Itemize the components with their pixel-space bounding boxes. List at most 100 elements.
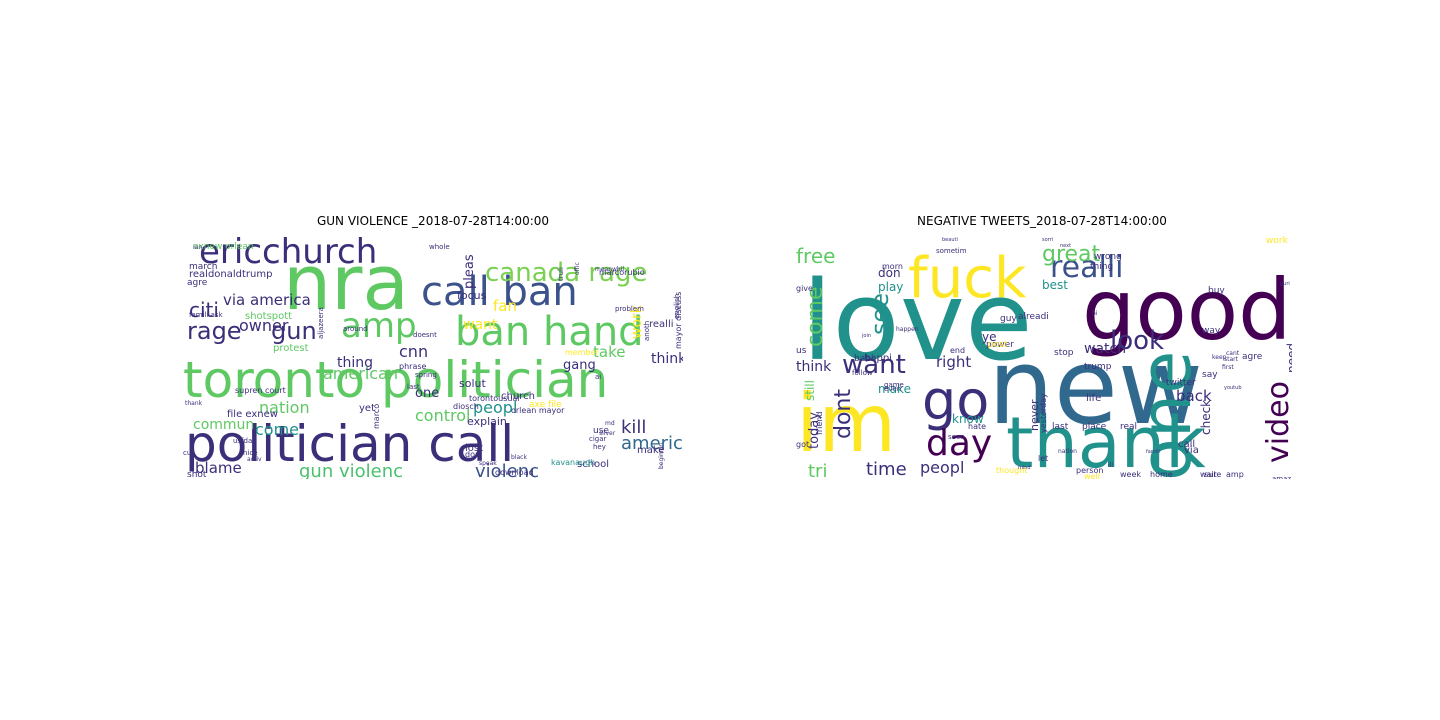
cloud-word: dont <box>831 389 856 439</box>
cloud-word: amp <box>341 306 417 346</box>
cloud-word: think <box>796 359 832 375</box>
cloud-word: beauti <box>942 237 958 243</box>
cloud-word: cnn <box>399 342 428 361</box>
cloud-word: next <box>1060 243 1071 249</box>
cloud-word: phrase <box>399 362 427 371</box>
cloud-word: twitter <box>1166 378 1196 388</box>
cloud-word: member <box>565 348 600 357</box>
cloud-word: blame <box>195 459 242 477</box>
cloud-word: diosch <box>453 402 479 411</box>
cloud-word: guri <box>1280 281 1290 287</box>
cloud-word: solut <box>459 377 486 390</box>
cloud-word: trump <box>1084 362 1112 372</box>
cloud-word: whole <box>429 243 450 251</box>
cloud-word: ban hand <box>455 309 644 355</box>
cloud-word: youtub <box>1224 385 1242 391</box>
cloud-word: beginnin <box>658 443 665 469</box>
cloud-word: stop <box>1054 348 1074 358</box>
cloud-word: watch <box>1084 341 1126 357</box>
cloud-word: check <box>1199 400 1213 435</box>
cloud-word: ill <box>1108 462 1113 469</box>
cloud-word: lost <box>465 443 483 454</box>
cloud-word: amp <box>1226 470 1244 479</box>
cloud-word: never <box>1028 399 1041 431</box>
cloud-word: amaz <box>1272 475 1291 479</box>
cloud-word: realli <box>1050 250 1124 285</box>
cloud-word: person <box>1076 466 1103 475</box>
cloud-word: nice <box>243 449 258 457</box>
cloud-word: truli <box>557 267 565 281</box>
cloud-word: tri <box>808 461 827 479</box>
wordcloud-canvas: nra toronto politician politician call ban … <box>183 232 683 479</box>
cloud-word: thank <box>1006 402 1206 479</box>
cloud-word: english <box>673 294 681 319</box>
cloud-word: protest <box>273 343 309 354</box>
cloud-word: violenc <box>475 461 539 479</box>
cloud-word: time <box>866 459 907 479</box>
cloud-word: orlean mayor <box>511 406 565 415</box>
cloud-word: mayor discuss <box>674 292 683 349</box>
cloud-word: via america <box>223 291 311 309</box>
cloud-word: call <box>1178 439 1195 450</box>
cloud-word: last <box>407 383 420 391</box>
wordcloud-image: nra toronto politician politician call ban … <box>183 229 683 479</box>
cloud-word: silver <box>599 430 616 437</box>
cloud-word: sometim <box>936 247 967 255</box>
cloud-word: friend <box>815 412 824 435</box>
cloud-word: one <box>1125 351 1207 479</box>
panel-title: NEGATIVE TWEETS_2018-07-28T14:00:00 <box>917 214 1167 228</box>
cloud-word: happi <box>864 353 892 364</box>
cloud-word: famili <box>1146 449 1160 455</box>
cloud-word: cant <box>1226 350 1240 357</box>
cloud-word: america <box>621 433 683 454</box>
cloud-word: citi <box>189 298 219 322</box>
cloud-word: follow <box>852 369 873 377</box>
cloud-word: wait <box>1200 470 1217 479</box>
panel-title: GUN VIOLENCE _2018-07-28T14:00:00 <box>316 214 550 228</box>
cloud-word: look <box>1110 326 1164 356</box>
cloud-word: hi <box>1092 310 1098 317</box>
cloud-word: pleas <box>462 254 477 289</box>
cloud-word: ian <box>193 244 202 251</box>
cloud-word: nation <box>1058 448 1077 455</box>
cloud-word: agre <box>187 278 208 288</box>
cloud-word: call ban <box>421 269 578 315</box>
cloud-word: agre <box>1242 352 1263 362</box>
cloud-word: american <box>323 364 398 383</box>
cloud-word: wrong <box>1094 252 1122 262</box>
cloud-word: marco <box>372 404 381 429</box>
cloud-word: thought <box>996 466 1027 475</box>
cloud-word: anoth <box>643 321 651 341</box>
cloud-word: shotspott <box>245 311 292 322</box>
cloud-word: real <box>1120 422 1137 432</box>
cloud-word: via <box>1184 445 1199 456</box>
cloud-word: guy <box>1000 314 1017 324</box>
cloud-word: kavanaugh <box>551 458 595 467</box>
cloud-word: one <box>415 386 439 401</box>
cloud-word: thing <box>337 355 373 371</box>
cloud-word: ye <box>982 330 996 344</box>
cloud-word: torontousual <box>469 394 520 403</box>
cloud-word: give <box>796 284 813 293</box>
cloud-word: go <box>922 369 989 432</box>
cloud-word: free <box>796 244 835 268</box>
cloud-word: post <box>988 340 1008 350</box>
cloud-word: think <box>651 351 683 367</box>
cloud-word: axe file <box>529 400 562 410</box>
cloud-word: hate <box>968 422 986 431</box>
cloud-word: doesnt <box>413 331 437 339</box>
cloud-word: ericchurch <box>199 232 377 272</box>
cloud-word: aljazeera <box>317 307 325 339</box>
cloud-word: today <box>807 412 822 449</box>
cloud-word: kill <box>621 417 646 438</box>
cloud-word: im <box>796 377 896 470</box>
cloud-word: video <box>1261 381 1292 463</box>
cloud-word: shot <box>187 470 207 479</box>
cloud-word: game <box>884 381 904 389</box>
cloud-word: great <box>1042 242 1101 267</box>
cloud-word: yesterday <box>1039 393 1048 433</box>
cloud-word: don <box>465 450 480 459</box>
cloud-word: love <box>802 257 1033 385</box>
cloud-word: peopl <box>920 458 964 477</box>
cloud-word: yet <box>359 403 375 414</box>
